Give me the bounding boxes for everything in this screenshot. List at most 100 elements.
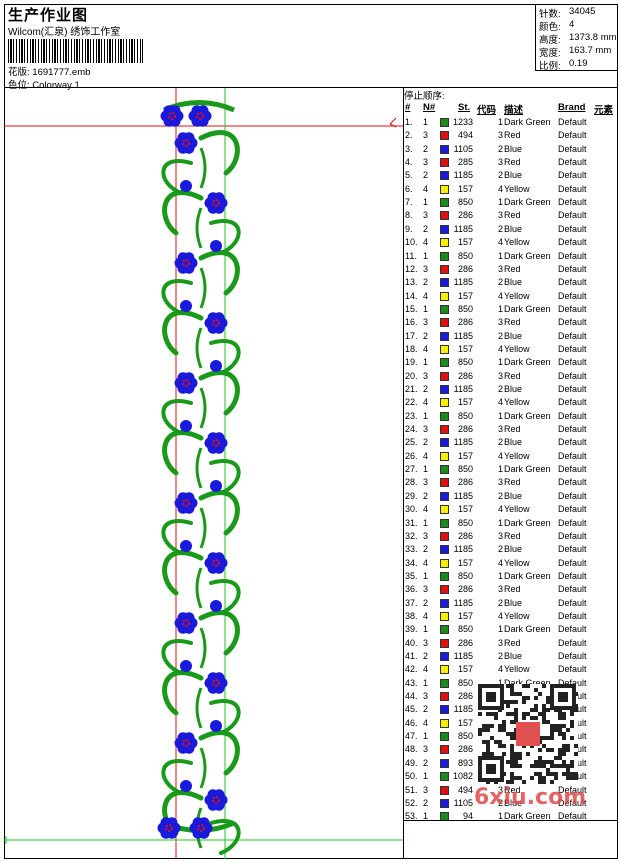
- qr-module: [482, 724, 486, 728]
- thread-brand: Default: [558, 811, 587, 820]
- vine-leaf: [209, 819, 241, 855]
- stitch-count: 1105: [453, 797, 473, 808]
- color-count-label: 颜色:: [539, 22, 561, 33]
- qr-module: [514, 692, 518, 696]
- vine-leaf: [162, 190, 204, 236]
- stop-number: 8.: [405, 210, 413, 221]
- qr-module: [562, 712, 566, 716]
- thread-brand: Default: [558, 384, 587, 394]
- color-code: 1: [497, 117, 503, 127]
- color-swatch: [440, 251, 449, 261]
- color-code: 2: [497, 170, 503, 181]
- page-title: 生产作业图: [8, 7, 89, 24]
- stitch-count: 94: [462, 811, 473, 820]
- color-swatch: [440, 358, 449, 368]
- thread-brand: Default: [558, 223, 587, 234]
- qr-module: [486, 724, 490, 728]
- color-swatch: [440, 385, 449, 394]
- flower-stamen: [165, 824, 173, 832]
- stop-list-row: 22. 4 157 4 Yellow Default: [404, 396, 618, 409]
- thread-brand: Default: [558, 397, 587, 408]
- stop-number: 1.: [405, 117, 413, 127]
- flower-stamen: [182, 499, 190, 507]
- stitch-count: 157: [457, 397, 473, 408]
- needle-number: 2: [423, 757, 429, 768]
- color-code: 2: [497, 490, 503, 501]
- stitch-count: 1185: [453, 277, 473, 288]
- qr-module: [486, 740, 490, 744]
- embroidery-design-preview: [4, 88, 404, 859]
- qr-module: [498, 740, 502, 744]
- color-code: 1: [497, 250, 503, 261]
- stop-number: 38.: [405, 610, 418, 621]
- qr-module: [526, 752, 530, 756]
- stitch-count: 893: [457, 757, 473, 768]
- stitch-count: 1185: [453, 651, 473, 661]
- thread-brand: Default: [558, 464, 587, 475]
- qr-module: [558, 732, 562, 736]
- thread-brand: Default: [558, 210, 587, 221]
- qr-finder-center: [558, 692, 568, 702]
- flower-bud: [210, 480, 222, 492]
- stop-list-row: 20. 3 286 3 Red Default: [404, 370, 618, 383]
- qr-module: [498, 728, 502, 732]
- qr-module: [546, 748, 550, 752]
- flower-bud: [210, 240, 222, 252]
- flower-stamen: [212, 559, 220, 567]
- qr-module: [530, 764, 534, 768]
- stop-number: 31.: [405, 517, 418, 528]
- stop-number: 4.: [405, 157, 413, 168]
- qr-module: [478, 712, 482, 716]
- qr-module: [482, 728, 486, 732]
- needle-number: 1: [423, 570, 429, 581]
- qr-module: [510, 720, 514, 724]
- stop-number: 17.: [405, 330, 418, 341]
- vine-stem: [199, 147, 207, 189]
- stitch-count: 1185: [453, 384, 473, 394]
- qr-module: [574, 772, 578, 776]
- qr-module: [546, 768, 550, 772]
- qr-module: [514, 716, 518, 720]
- stop-list-row: 30. 4 157 4 Yellow Default: [404, 503, 618, 516]
- stop-number: 39.: [405, 624, 418, 635]
- color-swatch: [440, 531, 449, 541]
- color-code: 2: [497, 277, 503, 288]
- thread-brand: Default: [558, 637, 587, 648]
- qr-module: [566, 728, 570, 732]
- stop-number: 26.: [405, 450, 418, 461]
- stop-number: 46.: [405, 717, 418, 728]
- stop-list-row: 2. 3 494 3 Red Default: [404, 129, 618, 142]
- needle-number: 2: [423, 490, 429, 501]
- thread-brand: Default: [558, 290, 587, 301]
- stitch-count: 850: [457, 731, 473, 742]
- needle-number: 3: [423, 210, 429, 221]
- flower-stamen: [196, 112, 204, 120]
- qr-module: [534, 704, 538, 708]
- color-description: Red: [504, 263, 521, 274]
- barcode-image: [8, 39, 143, 63]
- color-swatch: [440, 585, 449, 595]
- stop-number: 40.: [405, 637, 418, 648]
- color-swatch: [440, 198, 449, 208]
- needle-number: 1: [423, 464, 429, 475]
- color-count-value: 4: [569, 19, 575, 30]
- needle-number: 1: [423, 250, 429, 261]
- qr-module: [538, 712, 542, 716]
- stop-number: 2.: [405, 130, 413, 141]
- stop-number: 3.: [405, 143, 413, 154]
- qr-module: [490, 724, 494, 728]
- qr-module: [558, 756, 562, 760]
- vine-leaf: [161, 519, 193, 555]
- needle-number: 1: [423, 197, 429, 208]
- color-swatch: [440, 625, 449, 635]
- qr-module: [530, 776, 534, 780]
- color-code: 1: [497, 624, 503, 635]
- stop-number: 14.: [405, 290, 418, 301]
- thread-brand: Default: [558, 570, 587, 581]
- stop-number: 13.: [405, 277, 418, 288]
- color-description: Yellow: [504, 290, 530, 301]
- qr-module: [514, 752, 518, 756]
- height-label: 高度:: [539, 35, 561, 46]
- qr-module: [558, 724, 562, 728]
- qr-module: [550, 724, 554, 728]
